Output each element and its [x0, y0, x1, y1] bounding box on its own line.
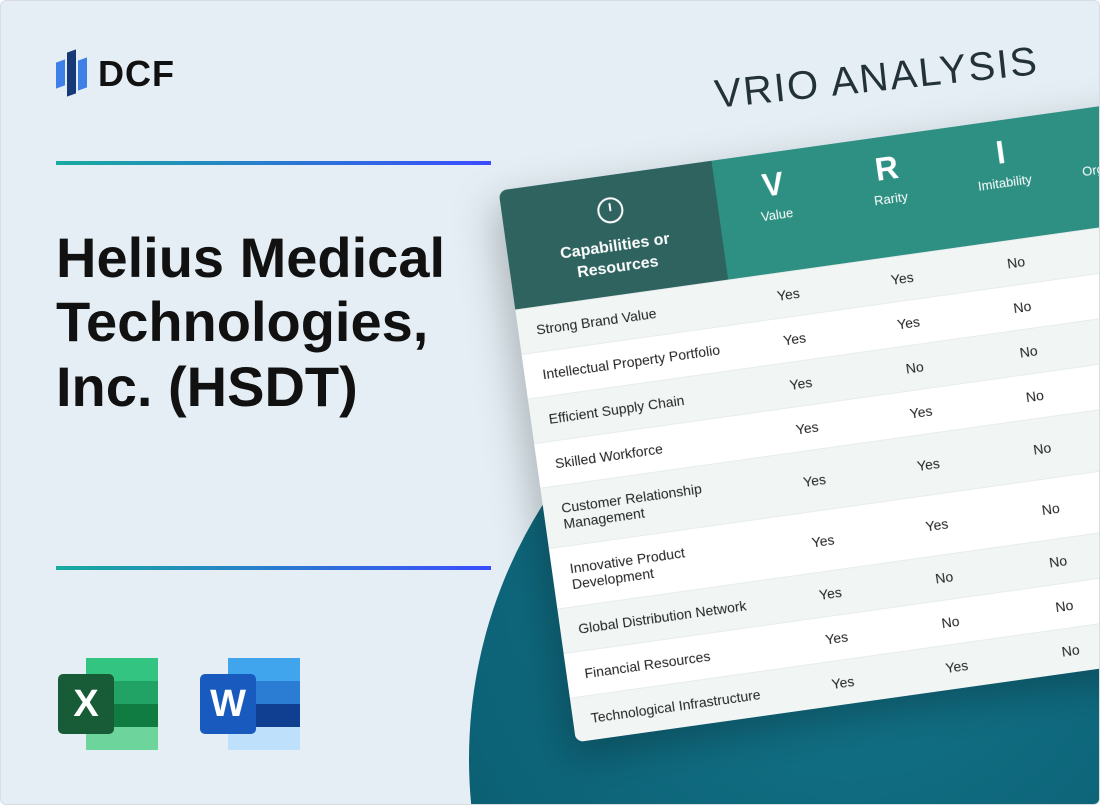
divider-top — [56, 161, 491, 165]
vrio-col-v: VValue — [711, 145, 842, 280]
dcf-logo: DCF — [56, 49, 175, 99]
excel-icon: X — [56, 654, 164, 754]
vrio-table: Capabilities or Resources VValue RRarity… — [499, 97, 1100, 742]
vrio-table-wrap: Capabilities or Resources VValue RRarity… — [499, 97, 1100, 742]
vrio-col-r: RRarity — [825, 129, 956, 264]
bulb-icon — [595, 196, 624, 225]
app-icons: X W — [56, 654, 306, 754]
vrio-col-i: IImitability — [939, 113, 1070, 248]
word-icon: W — [198, 654, 306, 754]
dcf-logo-bars-icon — [56, 49, 88, 99]
svg-text:W: W — [210, 683, 246, 725]
page-title: Helius Medical Technologies, Inc. (HSDT) — [56, 226, 506, 419]
promo-card: DCF Helius Medical Technologies, Inc. (H… — [0, 0, 1100, 805]
svg-text:X: X — [73, 683, 99, 725]
divider-bottom — [56, 566, 491, 570]
dcf-logo-text: DCF — [98, 53, 175, 95]
